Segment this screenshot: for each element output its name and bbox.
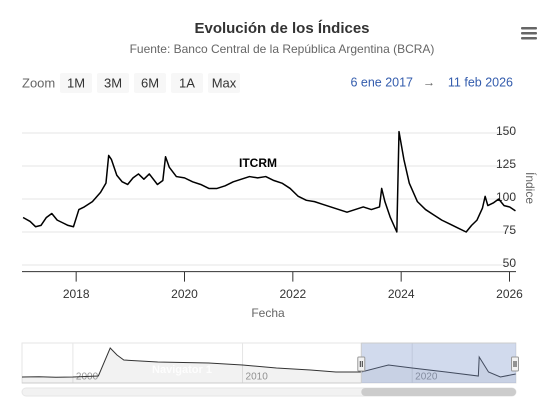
zoom-button-label[interactable]: Max	[212, 75, 237, 90]
zoom-button-label[interactable]: 1A	[179, 75, 195, 90]
zoom-button[interactable]	[208, 73, 240, 93]
chart-subtitle: Fuente: Banco Central de la República Ar…	[130, 42, 435, 56]
navigator-tick-label: 2020	[415, 372, 438, 383]
menu-icon-bar	[521, 32, 537, 35]
x-tick-label: 2020	[171, 287, 198, 301]
navigator-selection	[361, 343, 516, 383]
y-tick-label: 50	[503, 256, 517, 270]
zoom-button-label[interactable]: 6M	[141, 75, 159, 90]
menu-icon-bar	[521, 37, 537, 40]
x-tick-label: 2026	[496, 287, 523, 301]
x-tick-label: 2018	[63, 287, 90, 301]
range-arrow: →	[423, 75, 436, 89]
range-to[interactable]: 11 feb 2026	[448, 75, 513, 89]
chart-title: Evolución de los Índices	[194, 20, 369, 37]
navigator-tick-label: 2000	[76, 372, 99, 383]
x-tick-label: 2024	[388, 287, 415, 301]
scrollbar-thumb[interactable]	[361, 388, 516, 396]
x-tick-label: 2022	[279, 287, 306, 301]
navigator-handle[interactable]	[357, 356, 366, 372]
series-label: ITCRM	[239, 156, 277, 170]
range-from[interactable]: 6 ene 2017	[350, 75, 413, 89]
zoom-button[interactable]	[171, 73, 203, 93]
y-tick-label: 125	[496, 157, 516, 171]
zoom-button[interactable]	[97, 73, 129, 93]
navigator-tick-label: 2010	[246, 372, 269, 383]
zoom-label: Zoom	[22, 75, 55, 90]
series-line	[22, 130, 516, 233]
zoom-button-label[interactable]: 3M	[104, 75, 122, 90]
menu-button[interactable]	[518, 22, 540, 42]
y-tick-label: 150	[496, 124, 516, 138]
navigator-area	[22, 348, 516, 383]
zoom-button[interactable]	[134, 73, 166, 93]
y-tick-label: 75	[503, 223, 517, 237]
y-tick-label: 100	[496, 190, 516, 204]
zoom-button[interactable]	[60, 73, 92, 93]
x-axis-title: Fecha	[251, 306, 285, 320]
navigator-handle[interactable]	[511, 356, 519, 372]
navigator-line	[21, 347, 516, 378]
zoom-button-label[interactable]: 1M	[67, 75, 85, 90]
navigator-name: Navigator 1	[152, 364, 212, 376]
y-axis-title: Índice	[523, 172, 538, 204]
menu-icon-bar	[521, 27, 537, 30]
